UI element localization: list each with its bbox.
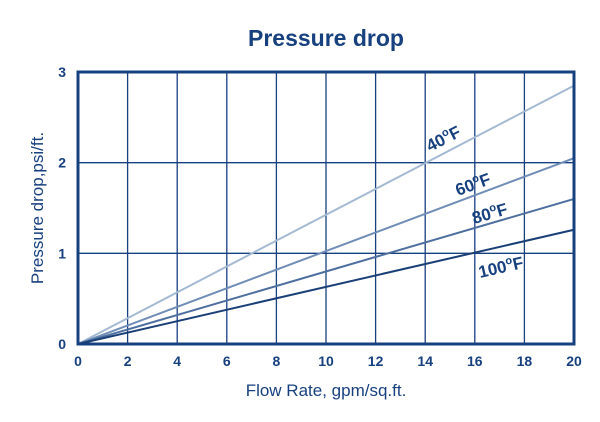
series-line (77, 84, 575, 345)
y-tick-label: 1 (58, 245, 66, 261)
series-label: 80oF (470, 199, 510, 228)
x-axis-label: Flow Rate, gpm/sq.ft. (246, 381, 407, 400)
x-tick-label: 8 (273, 353, 281, 369)
series-line (77, 197, 575, 345)
x-tick-label: 20 (566, 353, 582, 369)
plot-frame (76, 70, 576, 346)
x-tick-label: 16 (467, 353, 483, 369)
x-tick-label: 4 (173, 353, 181, 369)
series-line (77, 157, 575, 345)
series-label: 40oF (423, 121, 464, 155)
x-axis-ticks: 0 2 4 6 8 10 12 14 16 18 20 (74, 353, 582, 369)
y-tick-label: 2 (58, 155, 66, 171)
x-tick-label: 12 (368, 353, 384, 369)
x-tick-label: 18 (517, 353, 533, 369)
y-axis-label: Pressure drop,psi/ft. (28, 132, 47, 284)
y-tick-label: 3 (58, 64, 66, 80)
x-tick-label: 14 (417, 353, 433, 369)
series-lines (77, 84, 575, 345)
x-tick-label: 10 (318, 353, 334, 369)
y-axis-ticks: 0 1 2 3 (58, 64, 66, 352)
x-tick-label: 0 (74, 353, 82, 369)
series-line (77, 228, 575, 345)
grid-lines (78, 72, 574, 344)
x-tick-label: 6 (223, 353, 231, 369)
x-tick-label: 2 (124, 353, 132, 369)
series-label: 100oF (476, 252, 525, 282)
y-tick-label: 0 (58, 336, 66, 352)
chart-title: Pressure drop (248, 25, 404, 51)
